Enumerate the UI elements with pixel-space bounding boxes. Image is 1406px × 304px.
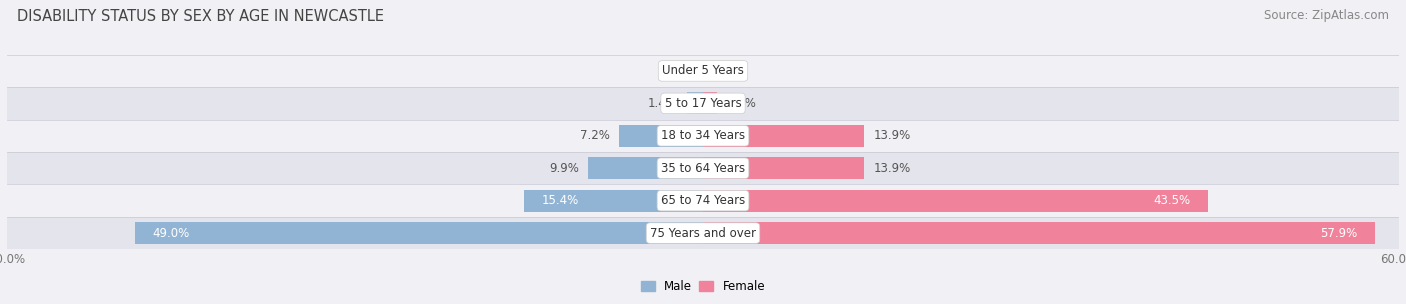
Text: DISABILITY STATUS BY SEX BY AGE IN NEWCASTLE: DISABILITY STATUS BY SEX BY AGE IN NEWCA…	[17, 9, 384, 24]
Bar	[7, 87, 1399, 119]
Text: 35 to 64 Years: 35 to 64 Years	[661, 162, 745, 175]
Bar	[7, 55, 1399, 87]
Text: 75 Years and over: 75 Years and over	[650, 226, 756, 240]
Bar	[620, 125, 703, 147]
Text: 1.2%: 1.2%	[725, 97, 756, 110]
Bar	[524, 190, 703, 212]
Bar	[7, 185, 1399, 217]
Text: Under 5 Years: Under 5 Years	[662, 64, 744, 78]
Text: 57.9%: 57.9%	[1320, 226, 1357, 240]
Text: 13.9%: 13.9%	[873, 162, 911, 175]
Bar	[703, 125, 865, 147]
Bar	[686, 92, 703, 114]
Text: 1.4%: 1.4%	[648, 97, 678, 110]
Text: 0.0%: 0.0%	[713, 64, 742, 78]
Legend: Male, Female: Male, Female	[636, 275, 770, 298]
Text: 9.9%: 9.9%	[548, 162, 579, 175]
Text: 43.5%: 43.5%	[1153, 194, 1191, 207]
Text: 15.4%: 15.4%	[541, 194, 579, 207]
Bar	[703, 157, 865, 179]
Bar	[135, 222, 703, 244]
Text: 49.0%: 49.0%	[152, 226, 190, 240]
Text: Source: ZipAtlas.com: Source: ZipAtlas.com	[1264, 9, 1389, 22]
Bar	[7, 152, 1399, 185]
Bar	[7, 119, 1399, 152]
Text: 7.2%: 7.2%	[581, 129, 610, 142]
Text: 0.0%: 0.0%	[664, 64, 693, 78]
Bar	[703, 222, 1375, 244]
Text: 5 to 17 Years: 5 to 17 Years	[665, 97, 741, 110]
Bar	[588, 157, 703, 179]
Text: 65 to 74 Years: 65 to 74 Years	[661, 194, 745, 207]
Bar	[7, 217, 1399, 249]
Text: 18 to 34 Years: 18 to 34 Years	[661, 129, 745, 142]
Bar	[703, 190, 1208, 212]
Bar	[703, 92, 717, 114]
Text: 13.9%: 13.9%	[873, 129, 911, 142]
